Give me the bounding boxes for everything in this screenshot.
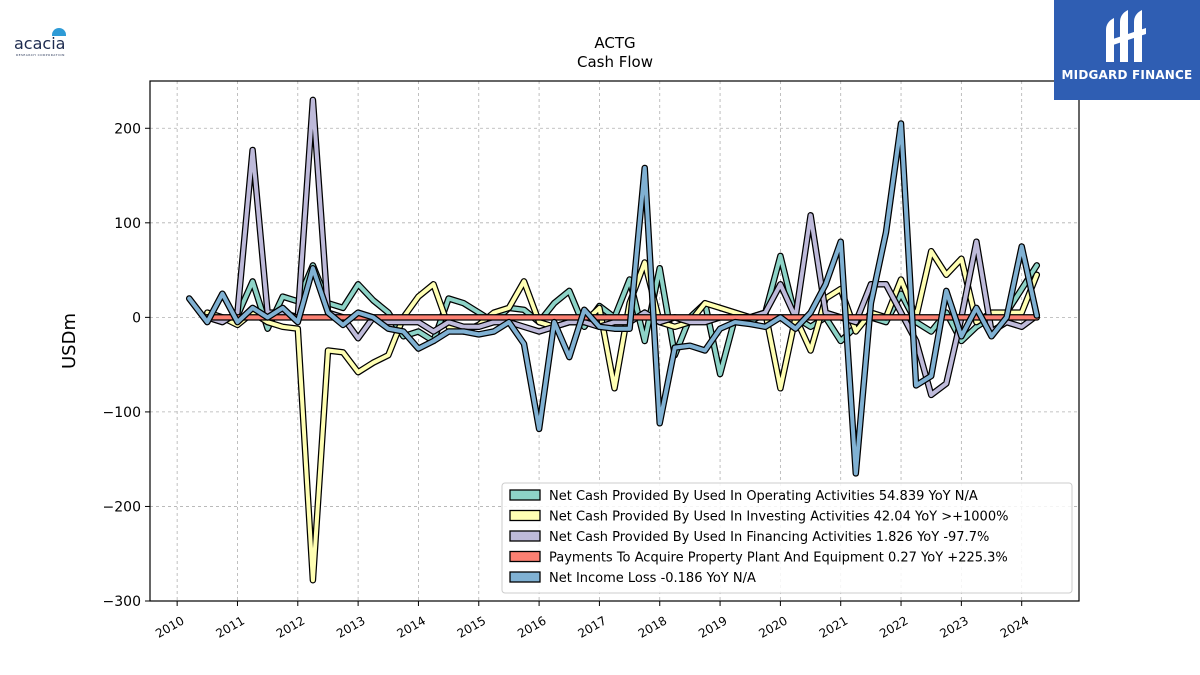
legend-item: Payments To Acquire Property Plant And E… bbox=[509, 550, 1008, 566]
legend-label: Net Cash Provided By Used In Investing A… bbox=[549, 510, 1008, 525]
chart-title: ACTG bbox=[594, 34, 635, 52]
series-net-cash-provided-by-used-in-investing-activities-line bbox=[204, 247, 1041, 584]
legend-swatch bbox=[509, 509, 541, 522]
legend-label: Net Cash Provided By Used In Operating A… bbox=[549, 489, 978, 504]
acacia-logo-subtext: RESEARCH CORPORATION bbox=[16, 53, 65, 57]
midgard-finance-logo: MIDGARD FINANCE bbox=[1054, 0, 1200, 100]
legend-item: Net Cash Provided By Used In Operating A… bbox=[509, 489, 978, 504]
midgard-logo-mark-icon bbox=[1106, 10, 1146, 62]
acacia-logo-mark bbox=[52, 28, 66, 36]
legend-swatch bbox=[509, 550, 541, 563]
y-tick-label: −300 bbox=[103, 594, 141, 610]
legend-swatch bbox=[509, 489, 541, 501]
chart-subtitle: Cash Flow bbox=[577, 53, 653, 71]
y-axis-label: USDm bbox=[59, 313, 80, 369]
series-net-cash-provided-by-used-in-operating-activities-stroke bbox=[235, 253, 1039, 377]
series-net-cash-provided-by-used-in-operating-activities-line bbox=[234, 252, 1041, 378]
series-net-cash-provided-by-used-in-investing-activities-stroke bbox=[205, 249, 1039, 583]
series-lines bbox=[185, 96, 1041, 584]
legend-box bbox=[501, 482, 1073, 594]
midgard-logo-text: MIDGARD FINANCE bbox=[1061, 68, 1193, 82]
legend-label: Payments To Acquire Property Plant And E… bbox=[549, 551, 1008, 566]
legend-label: Net Cash Provided By Used In Financing A… bbox=[549, 530, 989, 545]
legend: Net Cash Provided By Used In Operating A… bbox=[501, 482, 1073, 594]
legend-swatch bbox=[509, 571, 541, 583]
acacia-logo: acacia RESEARCH CORPORATION bbox=[14, 28, 76, 60]
y-tick-label: −100 bbox=[103, 405, 141, 421]
y-tick-label: 200 bbox=[114, 121, 141, 137]
legend-item: Net Cash Provided By Used In Investing A… bbox=[509, 509, 1008, 525]
legend-swatch bbox=[509, 530, 541, 542]
y-tick-label: 0 bbox=[132, 310, 141, 326]
legend-item: Net Cash Provided By Used In Financing A… bbox=[509, 530, 989, 545]
legend-item: Net Income Loss -0.186 YoY N/A bbox=[509, 571, 756, 586]
legend-label: Net Income Loss -0.186 YoY N/A bbox=[549, 571, 756, 586]
series-net-income-loss-line bbox=[185, 120, 1041, 477]
y-tick-label: 100 bbox=[114, 216, 141, 232]
plot-frame bbox=[149, 80, 1080, 602]
y-axis: −300 −200 −100 0 100 200 bbox=[103, 121, 150, 610]
y-tick-label: −200 bbox=[103, 499, 141, 515]
series-net-income-loss-stroke bbox=[187, 121, 1039, 476]
acacia-logo-text: acacia bbox=[14, 34, 66, 53]
